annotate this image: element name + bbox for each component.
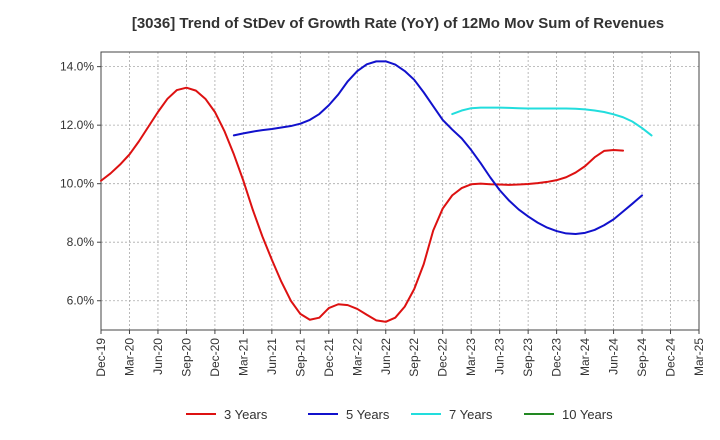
x-tick-label: Mar-23 [464, 338, 478, 376]
x-tick-label: Mar-21 [236, 338, 250, 376]
x-tick-label: Mar-20 [122, 338, 136, 376]
series-line-7-years [451, 106, 653, 137]
x-tick-label: Sep-23 [521, 338, 535, 377]
x-tick-label: Sep-21 [293, 338, 307, 377]
y-tick-label: 14.0% [60, 60, 94, 74]
x-tick-label: Mar-24 [578, 338, 592, 376]
y-tick-label: 8.0% [67, 235, 95, 249]
legend-label: 10 Years [562, 407, 613, 422]
y-tick-label: 6.0% [67, 294, 95, 308]
series-line-5-years [232, 60, 644, 236]
x-tick-label: Dec-24 [664, 338, 678, 377]
x-tick-label: Dec-19 [94, 338, 108, 377]
legend-label: 3 Years [224, 407, 268, 422]
series-line-3-years [100, 86, 625, 323]
x-tick-label: Jun-22 [379, 338, 393, 375]
x-tick-label: Dec-22 [436, 338, 450, 377]
x-tick-label: Sep-22 [407, 338, 421, 377]
x-tick-label: Dec-20 [208, 338, 222, 377]
x-tick-label: Dec-21 [322, 338, 336, 377]
x-tick-label: Mar-25 [692, 338, 706, 376]
plot-background [101, 52, 699, 330]
x-tick-label: Mar-22 [350, 338, 364, 376]
plot-area: 6.0% 8.0% 10.0% 12.0% 14.0% Dec-19 Mar-20 Jun-2… [60, 51, 706, 377]
x-tick-label: Jun-21 [265, 338, 279, 375]
y-tick-label: 12.0% [60, 118, 94, 132]
legend: 3 Years 5 Years 7 Years 10 Years [186, 407, 613, 422]
x-tick-label: Jun-23 [493, 338, 507, 375]
legend-label: 7 Years [449, 407, 493, 422]
axis-frame [100, 51, 700, 331]
legend-label: 5 Years [346, 407, 390, 422]
x-tick-label: Dec-23 [550, 338, 564, 377]
x-tick-label: Sep-24 [635, 338, 649, 377]
x-tick-label: Jun-24 [607, 338, 621, 375]
chart-title: [3036] Trend of StDev of Growth Rate (Yo… [132, 15, 664, 32]
y-tick-label: 10.0% [60, 177, 94, 191]
x-tick-label: Sep-20 [179, 338, 193, 377]
x-tick-label: Jun-20 [151, 338, 165, 375]
